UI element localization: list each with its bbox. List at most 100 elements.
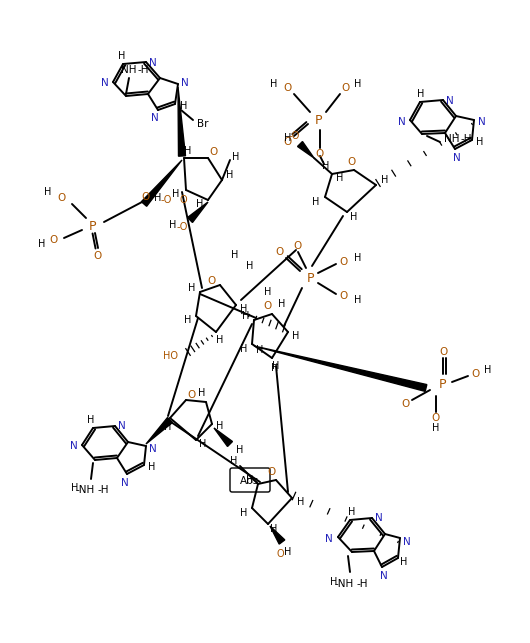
Text: O: O xyxy=(188,390,196,400)
Text: H: H xyxy=(45,187,52,197)
Text: H: H xyxy=(264,287,272,297)
Text: O: O xyxy=(316,149,324,159)
Text: H: H xyxy=(348,507,356,517)
Text: H: H xyxy=(196,199,204,209)
Text: H: H xyxy=(148,462,156,472)
FancyBboxPatch shape xyxy=(230,468,270,492)
Text: -NH: -NH xyxy=(75,485,95,495)
Text: HO: HO xyxy=(163,351,178,361)
Text: H: H xyxy=(188,283,196,293)
Text: H: H xyxy=(240,508,248,518)
Text: H: H xyxy=(38,239,46,249)
Text: N: N xyxy=(478,117,486,127)
Text: H: H xyxy=(322,161,330,171)
Text: H: H xyxy=(172,189,180,199)
Text: H: H xyxy=(180,101,188,111)
Text: N: N xyxy=(149,58,157,68)
Text: O: O xyxy=(284,137,292,147)
Text: H: H xyxy=(232,152,240,162)
Text: O: O xyxy=(264,301,272,311)
Text: H: H xyxy=(72,483,78,493)
Text: H: H xyxy=(184,146,192,156)
Text: H: H xyxy=(246,261,254,271)
Polygon shape xyxy=(297,141,314,158)
Text: N: N xyxy=(403,537,411,547)
Text: N: N xyxy=(149,444,157,454)
Text: H: H xyxy=(272,361,280,371)
Text: N: N xyxy=(380,571,388,581)
Polygon shape xyxy=(270,526,285,544)
Text: H: H xyxy=(293,331,299,341)
Text: H: H xyxy=(240,304,248,314)
Text: H: H xyxy=(118,51,126,61)
Text: O: O xyxy=(439,347,447,357)
Text: Abs: Abs xyxy=(241,476,260,486)
Text: Br: Br xyxy=(197,119,209,129)
Text: H: H xyxy=(381,175,388,185)
Text: H: H xyxy=(355,79,361,89)
Text: N: N xyxy=(375,513,383,523)
Text: H: H xyxy=(355,295,361,305)
Text: -O: -O xyxy=(176,222,188,232)
Text: N: N xyxy=(70,441,78,451)
Text: H: H xyxy=(278,299,286,309)
Text: H: H xyxy=(432,423,440,433)
Text: N: N xyxy=(121,478,129,488)
Text: H: H xyxy=(216,335,224,345)
Text: H: H xyxy=(270,524,278,534)
Text: N: N xyxy=(151,113,159,123)
Text: H: H xyxy=(270,79,278,89)
Text: N: N xyxy=(101,78,109,88)
Text: H: H xyxy=(198,388,206,398)
Text: O: O xyxy=(284,83,292,93)
Text: H: H xyxy=(284,133,292,143)
Text: O: O xyxy=(208,276,216,286)
Text: O: O xyxy=(340,291,348,301)
Text: N: N xyxy=(118,421,126,431)
Text: H: H xyxy=(271,363,279,373)
Text: H: H xyxy=(400,557,408,567)
Text: H: H xyxy=(236,445,244,455)
Text: O: O xyxy=(340,257,348,267)
Polygon shape xyxy=(214,428,233,446)
Text: H: H xyxy=(355,253,361,263)
Text: -O: -O xyxy=(160,195,172,205)
Text: H: H xyxy=(350,212,358,222)
Text: H: H xyxy=(216,421,224,431)
Text: O: O xyxy=(472,369,480,379)
Text: H: H xyxy=(169,220,176,230)
Text: P: P xyxy=(438,377,446,390)
Text: P: P xyxy=(89,219,96,233)
Text: O: O xyxy=(348,157,356,167)
Text: N: N xyxy=(325,534,333,544)
Text: NH: NH xyxy=(121,65,137,75)
Text: N: N xyxy=(181,78,189,88)
Text: H: H xyxy=(242,311,250,321)
Text: H: H xyxy=(164,422,172,432)
Text: O: O xyxy=(268,467,276,477)
Text: H: H xyxy=(484,365,492,375)
Text: NH: NH xyxy=(444,134,460,144)
Text: H: H xyxy=(154,193,162,203)
Text: O: O xyxy=(209,147,217,157)
Text: H: H xyxy=(226,170,234,180)
Text: H: H xyxy=(231,456,237,466)
Text: -H: -H xyxy=(460,134,472,144)
Text: -H: -H xyxy=(137,65,149,75)
Text: P: P xyxy=(314,114,322,127)
Text: -O: -O xyxy=(288,131,299,141)
Text: H: H xyxy=(231,250,239,260)
Text: P: P xyxy=(306,271,314,284)
Text: O: O xyxy=(294,241,302,251)
Text: N: N xyxy=(398,117,406,127)
Text: H: H xyxy=(337,173,343,183)
Text: H: H xyxy=(199,439,207,449)
Text: H: H xyxy=(87,415,95,425)
Text: H: H xyxy=(417,89,425,99)
Text: N: N xyxy=(453,153,461,163)
Text: H: H xyxy=(240,344,248,354)
Text: O: O xyxy=(141,192,149,202)
Polygon shape xyxy=(142,160,182,206)
Text: O: O xyxy=(179,195,187,205)
Text: O: O xyxy=(94,251,102,261)
